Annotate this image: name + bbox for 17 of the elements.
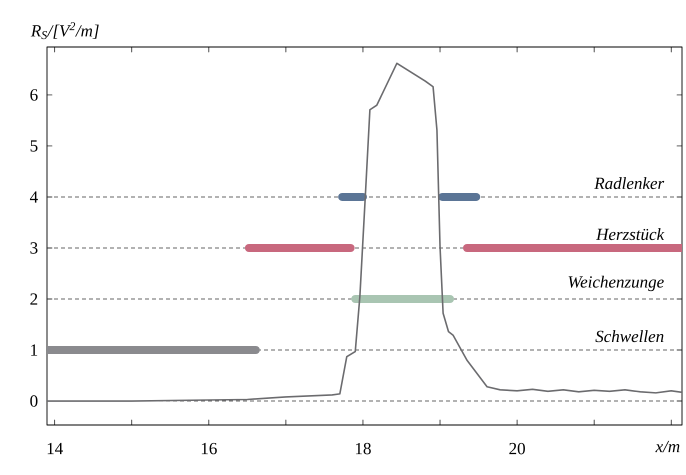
y-axis-title: R$_{S}$/[V$^{2}$/m]	[30, 22, 99, 40]
y-tick-label: 3	[30, 242, 38, 254]
x-tick-label: 16	[202, 442, 217, 454]
x-axis-title: x/m	[655, 440, 680, 452]
x-tick-label: 18	[356, 442, 371, 454]
y-tick-label: 2	[30, 293, 38, 305]
ref-line-label: Schwellen	[595, 330, 664, 342]
y-tick-label: 4	[30, 191, 38, 203]
ref-line-label: Weichenzunge	[568, 276, 664, 292]
x-tick-label: 20	[509, 442, 525, 454]
x-tick-label: 14	[48, 442, 63, 454]
y-tick-label: 5	[30, 140, 38, 152]
y-tick-label: 6	[30, 89, 38, 101]
y-tick-label: 0	[30, 395, 38, 407]
y-tick-label: 1	[31, 344, 38, 356]
ref-line-label: Herzstück	[596, 228, 664, 240]
ref-line-label: Radlenker	[594, 177, 664, 190]
